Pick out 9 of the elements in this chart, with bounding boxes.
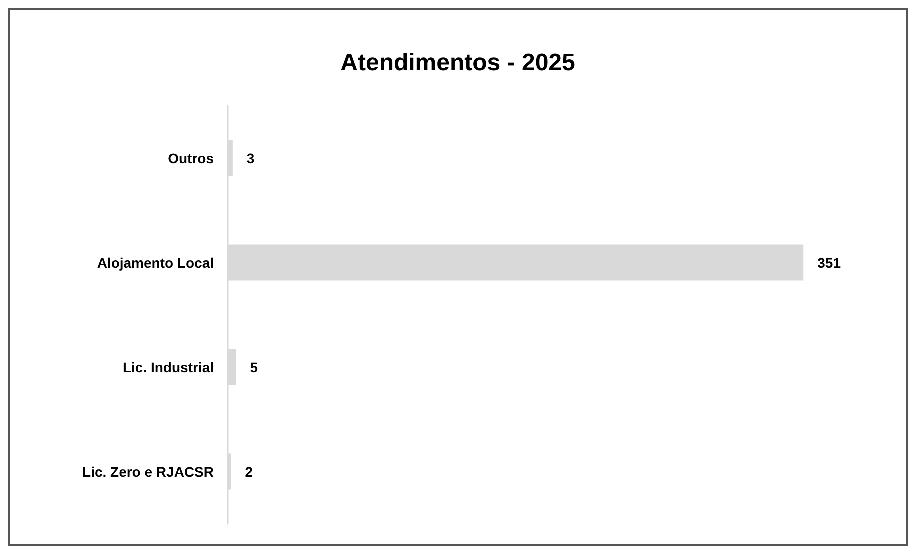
y-tick-label: Lic. Zero e RJACSR [82, 464, 214, 480]
data-label: 2 [245, 464, 254, 480]
y-tick-label: Outros [168, 150, 214, 166]
y-tick-label: Lic. Industrial [122, 359, 214, 376]
data-label: 351 [818, 254, 842, 271]
data-label: 5 [250, 359, 258, 376]
chart-title: Atendimentos - 2025 [340, 50, 576, 76]
data-label: 3 [246, 150, 255, 166]
y-tick-label: Alojamento Local [97, 254, 214, 271]
